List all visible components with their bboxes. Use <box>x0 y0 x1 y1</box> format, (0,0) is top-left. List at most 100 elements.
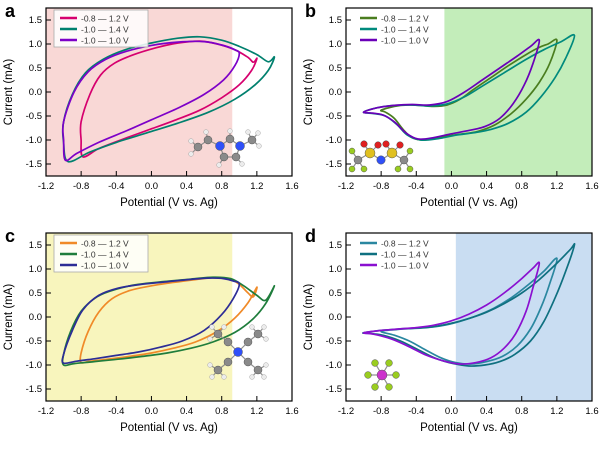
x-tick-label: 0.4 <box>180 406 193 417</box>
atom-H <box>216 162 222 168</box>
x-tick-label: -1.2 <box>38 181 54 192</box>
y-tick-label: -1.5 <box>26 384 42 395</box>
atom-H <box>207 336 213 342</box>
atom-F <box>406 147 414 155</box>
atom-C <box>193 142 203 152</box>
atom-H <box>261 324 267 330</box>
x-tick-label: 1.2 <box>550 181 563 192</box>
x-tick-label: 0.8 <box>515 406 528 417</box>
x-tick-label: 1.6 <box>585 181 598 192</box>
cv-curve-b-3 <box>362 38 541 141</box>
x-tick-label: 0.8 <box>215 181 228 192</box>
atom-F <box>371 359 379 367</box>
x-tick-label: 1.6 <box>585 406 598 417</box>
atom-O <box>360 140 368 148</box>
atom-H <box>207 362 213 368</box>
x-tick-label: -0.8 <box>373 181 389 192</box>
atom-C <box>243 337 253 347</box>
legend-label: -1.0 — 1.4 V <box>381 24 429 34</box>
atom-H <box>261 374 267 380</box>
legend-label: -1.0 — 1.0 V <box>381 35 429 45</box>
atom-N <box>235 141 245 151</box>
x-axis-title: Potential (V vs. Ag) <box>120 197 218 209</box>
y-tick-label: 0.5 <box>329 63 342 74</box>
atom-C <box>223 357 233 367</box>
y-tick-label: 1.0 <box>329 39 342 50</box>
cv-curve-c-1 <box>79 276 258 364</box>
atom-F <box>385 383 393 391</box>
atom-F <box>364 371 372 379</box>
molecule-inset-hexafluorophosphate-anion <box>364 359 400 391</box>
atom-H <box>227 128 233 134</box>
cv-chart-c: -1.2 -0.8 -0.4 0.0 0.4 0.8 1.2 1.6 -1.5 -1.0 -0.5 0… <box>3 232 299 434</box>
atom-H <box>249 374 255 380</box>
y-tick-label: -0.5 <box>26 111 42 122</box>
legend: -0.8 — 1.2 V-1.0 — 1.4 V-1.0 — 1.0 V <box>360 13 429 45</box>
atom-H <box>209 324 215 330</box>
y-tick-label: 0.0 <box>329 87 342 98</box>
atom-H <box>209 374 215 380</box>
panel-a: a -1.2 -0.8 -0.4 0.0 0.4 0.8 1.2 1.6 -1.5 -1.0 -0.… <box>0 0 300 225</box>
atom-H <box>249 324 255 330</box>
x-tick-label: 1.2 <box>250 181 263 192</box>
y-tick-label: -1.0 <box>326 360 342 371</box>
molecule-inset-tetraethylammonium-cation <box>207 324 269 380</box>
x-tick-label: 0.4 <box>180 181 193 192</box>
panel-d: d -1.2 -0.8 -0.4 0.0 0.4 0.8 1.2 1.6 -1.5 -1.0 -0.… <box>300 225 600 450</box>
atom-F <box>406 165 414 173</box>
legend-label: -1.0 — 1.0 V <box>81 35 129 45</box>
x-axis-title: Potential (V vs. Ag) <box>120 422 218 434</box>
atom-C <box>213 329 223 339</box>
x-tick-label: -1.2 <box>338 181 354 192</box>
atom-H <box>263 362 269 368</box>
x-tick-label: 1.2 <box>250 406 263 417</box>
panel-label-b: b <box>305 1 316 21</box>
atom-H <box>221 324 227 330</box>
y-tick-label: 1.5 <box>329 240 342 251</box>
y-tick-label: 0.5 <box>329 288 342 299</box>
y-tick-label: -1.5 <box>326 159 342 170</box>
atom-C <box>353 155 363 165</box>
y-tick-label: 1.5 <box>29 240 42 251</box>
x-tick-label: -1.2 <box>338 406 354 417</box>
y-tick-label: 0.5 <box>29 63 42 74</box>
atom-C <box>399 155 409 165</box>
atom-H <box>188 138 194 144</box>
atom-N <box>233 347 243 357</box>
x-axis-title: Potential (V vs. Ag) <box>420 422 518 434</box>
atom-C <box>219 152 229 162</box>
legend-label: -1.0 — 1.4 V <box>81 249 129 259</box>
y-tick-label: -1.5 <box>26 159 42 170</box>
y-tick-label: -1.0 <box>26 360 42 371</box>
panel-b: b -1.2 -0.8 -0.4 0.0 0.4 0.8 1.2 1.6 -1.5 -1.0 -0.… <box>300 0 600 225</box>
atom-S <box>386 147 398 159</box>
y-tick-label: 0.0 <box>329 312 342 323</box>
x-tick-label: -0.8 <box>73 181 89 192</box>
x-tick-label: 1.6 <box>285 406 298 417</box>
atom-O <box>382 140 390 148</box>
x-tick-label: -0.4 <box>108 181 124 192</box>
x-tick-label: -0.8 <box>73 406 89 417</box>
atom-H <box>255 130 261 136</box>
atom-C <box>243 357 253 367</box>
legend-label: -0.8 — 1.2 V <box>381 13 429 23</box>
x-tick-label: -1.2 <box>38 406 54 417</box>
atom-C <box>223 337 233 347</box>
atom-C <box>253 365 263 375</box>
atom-C <box>253 329 263 339</box>
y-tick-label: 0.0 <box>29 87 42 98</box>
x-tick-label: 0.8 <box>215 406 228 417</box>
legend: -0.8 — 1.2 V-1.0 — 1.4 V-1.0 — 1.0 V <box>53 234 149 273</box>
atom-F <box>392 371 400 379</box>
atom-N <box>376 155 386 165</box>
cv-chart-d: -1.2 -0.8 -0.4 0.0 0.4 0.8 1.2 1.6 -1.5 -1.0 -0.5 0… <box>303 232 599 434</box>
cv-curve-a-3 <box>61 40 241 162</box>
x-tick-label: 0.0 <box>145 181 158 192</box>
y-tick-label: 0.5 <box>29 288 42 299</box>
y-axis-title: Current (mA) <box>303 59 315 126</box>
y-tick-label: -0.5 <box>326 111 342 122</box>
y-tick-label: -1.5 <box>326 384 342 395</box>
atom-F <box>360 165 368 173</box>
x-tick-label: 0.4 <box>480 406 493 417</box>
atom-F <box>371 383 379 391</box>
